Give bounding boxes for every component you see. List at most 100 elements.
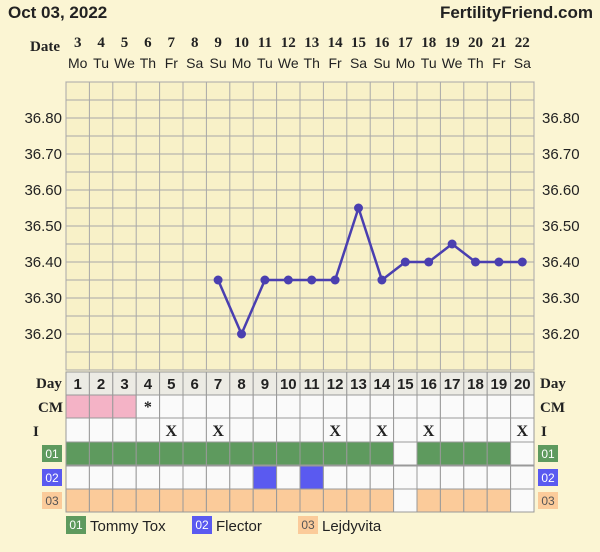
cm-cell [486,394,512,419]
medication-cell [369,465,395,490]
date-number: 19 [445,35,460,51]
cycle-day-number: 2 [97,376,105,393]
medication-cell [486,465,512,490]
y-tick-label: 36.80 [542,110,580,127]
legend-code: 02 [195,518,209,532]
weekday-label: Fr [492,55,506,71]
cm-cell [416,394,441,419]
cycle-day-number: 12 [327,376,344,393]
legend-code-box [192,516,212,534]
day-row-label-left: Day [36,376,62,392]
medication-cell [322,441,348,466]
date-number: 15 [351,35,366,51]
y-axis-right: 36.80 36.70 36.60 36.50 36.40 36.30 36.20 [542,110,580,343]
medication-cell [276,441,301,466]
medication-cell [65,441,90,466]
medication-cell [135,465,161,490]
medication-cell [182,441,207,466]
medication-code-left-box [42,492,62,509]
temperature-point [424,257,434,267]
medication-cell [182,465,207,490]
intercourse-cell [439,417,465,443]
cm-cell [393,394,418,419]
weekday-label: Sa [514,55,531,71]
date-number: 6 [144,35,152,51]
cycle-day-number: 20 [514,376,531,393]
medication-code-left-box [42,469,62,486]
temperature-point [517,257,527,267]
medication-cell [205,441,231,466]
legend-medication-name: Tommy Tox [90,518,166,535]
cycle-day-number: 11 [304,376,320,393]
medication-cell [299,465,324,490]
date-number: 16 [374,35,390,51]
medication-cell [112,441,137,466]
temperature-point [377,275,387,285]
intercourse-cell [65,417,90,443]
y-tick-label: 36.30 [24,290,62,307]
weekday-label: Th [467,55,483,71]
intercourse-cell [135,417,161,443]
y-tick-label: 36.80 [24,110,62,127]
cm-cell [369,394,395,419]
intercourse-row-label-left: I [33,424,39,440]
medication-cell [276,488,301,513]
cm-cell [112,394,137,419]
weekday-label: We [114,55,135,71]
y-tick-label: 36.40 [542,254,580,271]
temperature-point [330,275,340,285]
y-tick-label: 36.70 [24,146,62,163]
temperature-grid [65,81,535,371]
medication-cell [416,465,441,490]
brand-name: FertilityFriend.com [440,3,593,22]
medication-cell [393,465,418,490]
cycle-day-number: 9 [261,376,269,393]
cm-mark: * [144,399,152,416]
medication-cell [65,488,90,513]
medication-cell [229,465,254,490]
medication-code-right: 03 [541,494,555,508]
date-number: 9 [214,35,222,51]
day-row-label-right: Day [540,376,566,392]
weekday-label: Tu [93,55,109,71]
medication-cell [322,465,348,490]
intercourse-cell [299,417,324,443]
medication-cell [65,465,90,490]
cycle-day-number: 13 [350,376,367,393]
cm-cell [252,394,278,419]
weekday-label: Mo [68,55,88,71]
temperature-point [307,275,317,285]
legend-medication-name: Flector [216,518,262,535]
cm-cell [159,394,184,419]
medication-cell [159,441,184,466]
medication-cell [463,441,488,466]
medication-code-left: 02 [45,471,59,485]
medication-cell [88,488,114,513]
weekday-label: Sa [350,55,367,71]
cycle-day-number: 5 [167,376,175,393]
medication-cell [369,488,395,513]
y-tick-label: 36.70 [542,146,580,163]
intercourse-mark: X [423,423,435,440]
cm-row-label-right: CM [540,400,565,416]
medication-cell [112,488,137,513]
medication-cell [88,465,114,490]
cycle-day-number: 4 [144,376,153,393]
medication-cell [346,441,371,466]
intercourse-mark: X [166,423,178,440]
medication-cell [252,465,278,490]
medication-cell [510,465,535,490]
cycle-day-number: 14 [374,376,391,393]
medication-cell [252,488,278,513]
intercourse-cell [346,417,371,443]
y-tick-label: 36.40 [24,254,62,271]
cycle-day-number: 8 [237,376,245,393]
medication-cell [346,465,371,490]
cycle-day-number: 3 [120,376,128,393]
intercourse-mark: X [517,423,529,440]
date-number: 4 [97,35,105,51]
date-number: 10 [234,35,249,51]
medication-cell [205,465,231,490]
date-number: 13 [304,35,319,51]
medication-cell [299,488,324,513]
